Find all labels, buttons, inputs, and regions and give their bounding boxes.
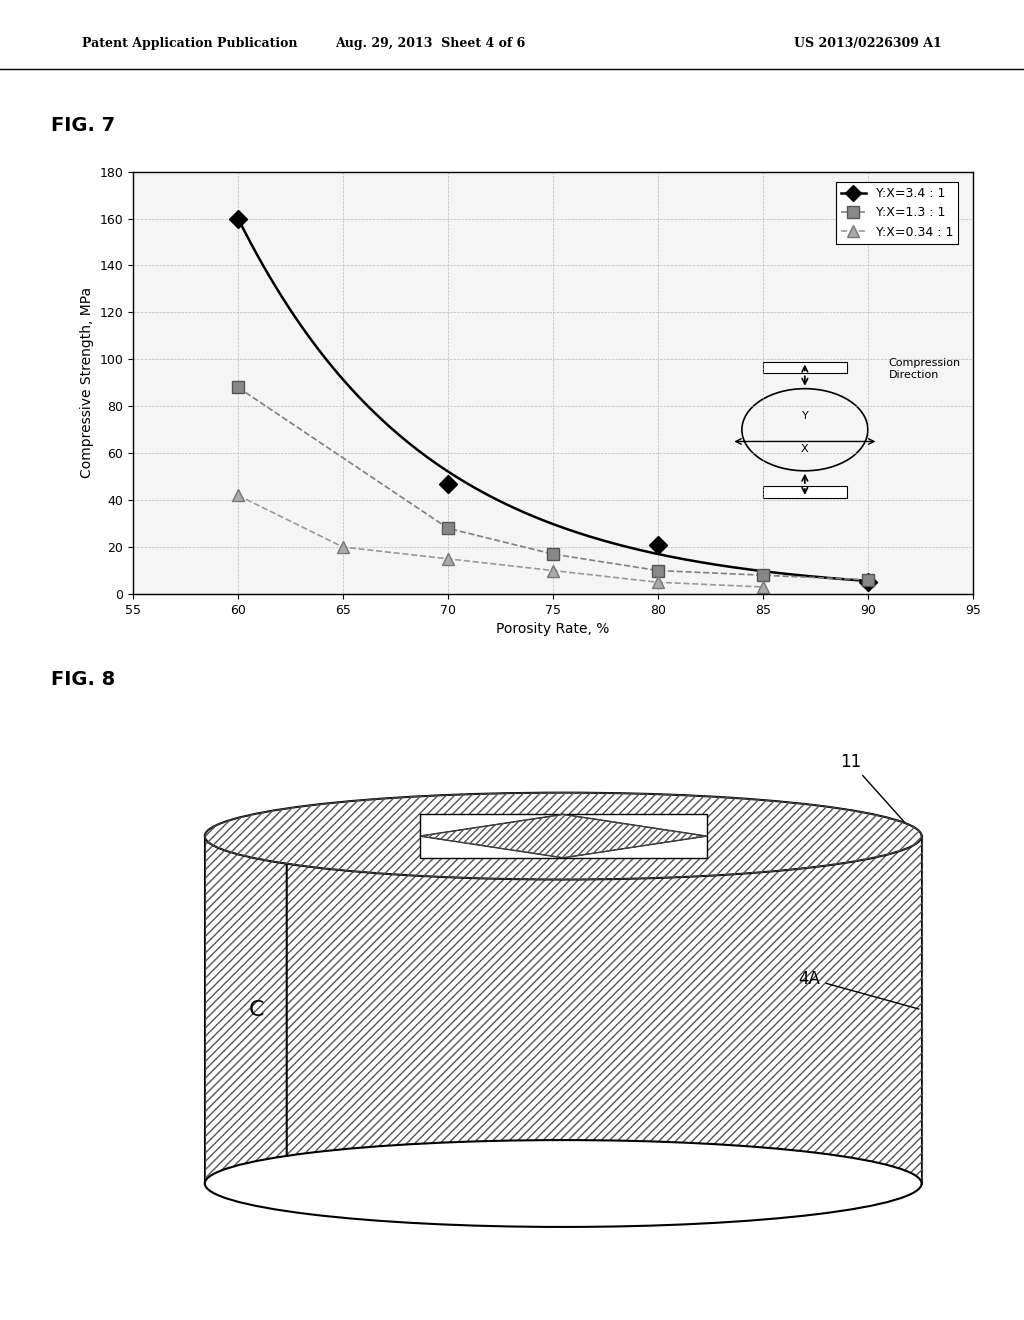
Bar [205,836,922,1184]
Text: F: F [456,796,466,814]
Text: FIG. 8: FIG. 8 [51,671,116,689]
Ellipse shape [205,1140,922,1228]
Text: C: C [248,999,264,1020]
Text: Aug. 29, 2013  Sheet 4 of 6: Aug. 29, 2013 Sheet 4 of 6 [335,37,525,50]
Ellipse shape [205,792,922,879]
Text: Compression
Direction: Compression Direction [889,358,961,380]
Text: Patent Application Publication: Patent Application Publication [82,37,297,50]
Polygon shape [420,814,707,858]
Text: Y: Y [802,411,808,421]
Bar [205,836,922,1184]
X-axis label: Porosity Rate, %: Porosity Rate, % [497,622,609,636]
Text: X: X [801,444,809,454]
Text: 4A: 4A [799,970,919,1008]
Text: 11: 11 [840,752,909,828]
Bar [420,814,707,858]
FancyBboxPatch shape [763,362,847,374]
Text: FIG. 7: FIG. 7 [51,116,116,135]
FancyBboxPatch shape [763,486,847,498]
Text: US 2013/0226309 A1: US 2013/0226309 A1 [795,37,942,50]
Text: 4B: 4B [617,814,790,833]
Legend: Y:X=3.4 : 1, Y:X=1.3 : 1, Y:X=0.34 : 1: Y:X=3.4 : 1, Y:X=1.3 : 1, Y:X=0.34 : 1 [836,182,958,244]
Y-axis label: Compressive Strength, MPa: Compressive Strength, MPa [80,288,94,478]
